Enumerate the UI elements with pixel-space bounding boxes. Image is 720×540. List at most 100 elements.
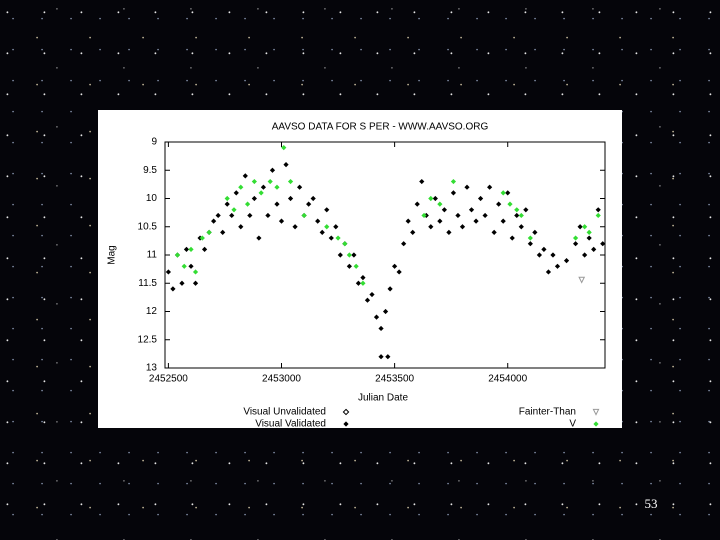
legend-marker	[593, 421, 599, 427]
data-point	[505, 190, 511, 196]
data-point	[446, 229, 452, 235]
data-point	[450, 190, 457, 196]
data-point	[595, 207, 601, 213]
data-point	[582, 224, 588, 230]
data-point	[500, 218, 506, 224]
y-tick-label: 9	[151, 137, 157, 148]
data-point	[192, 269, 199, 275]
chart-title: AAVSO DATA FOR S PER - WWW.AAVSO.ORG	[272, 122, 489, 133]
data-point	[382, 308, 389, 315]
data-point	[514, 207, 520, 213]
data-point	[378, 354, 384, 360]
data-point	[523, 207, 529, 213]
data-point	[215, 212, 221, 219]
data-point	[267, 178, 273, 185]
data-point	[509, 235, 515, 241]
data-point	[473, 218, 479, 224]
data-point	[563, 258, 570, 264]
y-tick-label: 11	[147, 250, 158, 261]
data-point	[459, 224, 466, 230]
data-point	[346, 252, 352, 258]
data-point	[283, 162, 289, 168]
data-point	[578, 276, 586, 284]
legend-label: Visual Validated	[255, 419, 326, 430]
data-point	[437, 201, 443, 207]
data-point	[201, 246, 208, 252]
data-point	[260, 184, 267, 190]
data-point	[192, 280, 199, 286]
legend-marker	[592, 408, 600, 416]
data-point	[351, 252, 357, 258]
data-point	[405, 218, 411, 224]
data-point	[532, 229, 538, 235]
data-point	[328, 235, 334, 241]
y-tick-label: 11.5	[138, 278, 157, 289]
data-point	[396, 269, 402, 275]
data-point	[600, 241, 606, 247]
data-point	[450, 178, 457, 185]
y-tick-label: 10.5	[138, 221, 158, 232]
data-point	[297, 184, 303, 190]
data-point	[224, 201, 230, 207]
data-point	[353, 263, 359, 269]
data-point	[421, 212, 427, 219]
y-tick-label: 10	[146, 193, 158, 204]
data-point	[432, 195, 438, 202]
data-point	[292, 224, 298, 230]
y-tick-label: 13	[146, 363, 158, 374]
data-point	[414, 201, 420, 207]
data-point	[274, 184, 280, 190]
data-point	[387, 286, 393, 292]
data-point	[337, 252, 343, 258]
data-point	[545, 269, 552, 275]
data-point	[487, 184, 493, 190]
data-point	[441, 207, 447, 213]
data-point	[265, 212, 271, 219]
data-point	[342, 241, 348, 247]
data-point	[242, 173, 248, 179]
data-point	[287, 195, 294, 202]
data-point	[514, 212, 520, 219]
data-point	[247, 212, 253, 219]
data-point	[319, 229, 325, 235]
data-point	[244, 201, 251, 207]
data-point	[595, 212, 601, 219]
data-point	[410, 229, 416, 235]
data-point	[527, 235, 533, 241]
data-point	[518, 212, 524, 219]
data-point	[220, 229, 226, 235]
data-point	[229, 212, 235, 219]
data-point	[165, 269, 171, 275]
data-point	[500, 190, 506, 196]
data-point	[238, 224, 244, 230]
data-point	[315, 218, 321, 224]
data-point	[364, 297, 371, 303]
data-point	[369, 291, 375, 298]
legend-marker	[343, 421, 349, 427]
data-point	[550, 252, 556, 258]
data-point	[477, 195, 484, 202]
data-point	[233, 190, 239, 196]
data-point	[496, 201, 502, 207]
legend-label: Fainter-Than	[519, 407, 576, 418]
data-point	[335, 235, 341, 241]
x-tick-label: 2454000	[488, 374, 527, 385]
data-point	[278, 218, 285, 224]
data-point	[170, 286, 176, 292]
data-point	[269, 167, 276, 173]
data-point	[554, 263, 561, 269]
data-point	[541, 246, 547, 252]
data-point	[181, 263, 187, 269]
data-point	[301, 212, 307, 219]
data-point	[586, 229, 592, 235]
data-point	[333, 224, 339, 230]
data-point	[360, 275, 366, 281]
data-point	[591, 246, 597, 252]
data-point	[428, 195, 434, 202]
data-point	[360, 280, 366, 286]
data-point	[577, 224, 583, 230]
data-point	[482, 212, 488, 219]
data-point	[251, 178, 257, 185]
y-tick-label: 9.5	[143, 165, 157, 176]
data-point	[281, 145, 287, 151]
